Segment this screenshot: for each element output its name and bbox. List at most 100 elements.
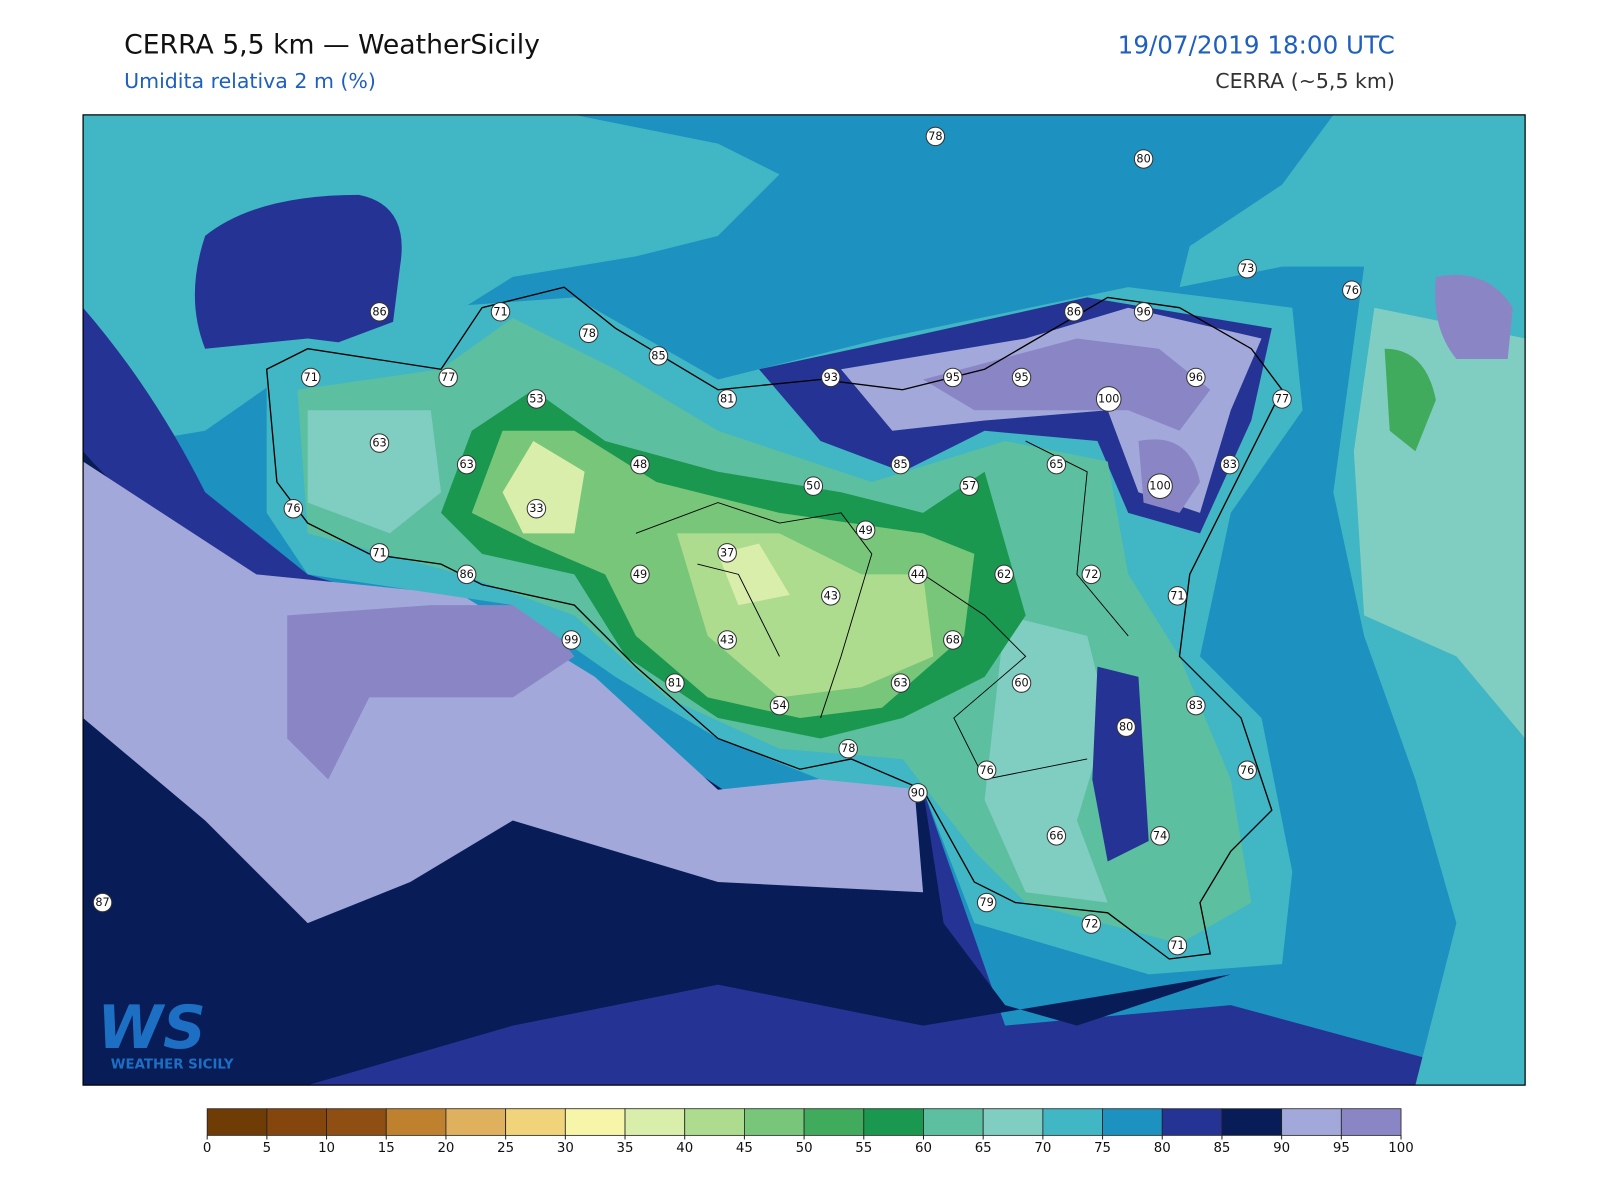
station: 100 xyxy=(1147,473,1173,499)
station: 76 xyxy=(976,760,997,780)
station-value: 95 xyxy=(946,371,960,384)
station-value: 80 xyxy=(1119,721,1133,734)
station: 80 xyxy=(1133,149,1154,169)
station: 63 xyxy=(456,454,477,475)
station-marker xyxy=(92,892,113,913)
colorbar-swatch xyxy=(743,1108,805,1136)
colorbar-tick-label: 45 xyxy=(736,1141,753,1156)
station-value: 77 xyxy=(1275,392,1289,405)
station: 48 xyxy=(630,454,650,475)
station-marker xyxy=(526,389,547,409)
station-marker xyxy=(1237,760,1257,780)
colorbar-tick-label: 100 xyxy=(1388,1141,1413,1156)
station-marker xyxy=(283,498,304,519)
station: 93 xyxy=(821,367,841,388)
station-marker xyxy=(630,564,650,585)
station-marker xyxy=(578,323,599,344)
station-marker xyxy=(369,302,390,322)
station: 86 xyxy=(1064,302,1084,322)
colorbar-tick-label: 25 xyxy=(497,1141,514,1156)
station-value: 62 xyxy=(997,568,1011,581)
map-frame xyxy=(82,114,1526,1086)
station: 78 xyxy=(925,126,946,147)
colorbar-swatch xyxy=(1281,1108,1342,1136)
station-value: 79 xyxy=(979,896,993,909)
station-value: 76 xyxy=(286,502,300,515)
station: 83 xyxy=(1219,454,1240,475)
station-value: 71 xyxy=(304,371,318,384)
station-marker xyxy=(908,564,928,585)
station-marker xyxy=(1011,367,1032,388)
station: 95 xyxy=(943,367,963,388)
station-marker xyxy=(630,454,650,475)
station: 77 xyxy=(438,367,458,388)
station-marker xyxy=(369,433,390,453)
station-value: 81 xyxy=(668,677,682,690)
colorbar-swatch xyxy=(982,1108,1044,1136)
station-value: 65 xyxy=(1049,458,1063,471)
colorbar-tick-label: 95 xyxy=(1333,1141,1350,1156)
colorbar-swatch xyxy=(1102,1108,1163,1136)
colorbar-tick-label: 50 xyxy=(796,1141,813,1156)
station-value: 33 xyxy=(529,502,543,515)
station-marker xyxy=(1095,386,1122,412)
station-marker xyxy=(943,630,963,650)
station-marker xyxy=(769,695,790,716)
station-value: 71 xyxy=(493,305,507,318)
colorbar-swatch xyxy=(266,1108,327,1136)
colorbar-tick-label: 30 xyxy=(557,1141,574,1156)
colorbar-tick-label: 5 xyxy=(263,1141,271,1156)
station-marker xyxy=(1081,564,1102,585)
station: 71 xyxy=(1167,935,1188,956)
station-marker xyxy=(456,564,477,585)
colorbar-swatch xyxy=(684,1108,745,1136)
station-value: 96 xyxy=(1136,305,1150,318)
station: 87 xyxy=(92,892,113,913)
station: 90 xyxy=(908,783,928,803)
station-marker xyxy=(994,564,1014,585)
datetime: 19/07/2019 18:00 UTC xyxy=(1118,30,1395,59)
colorbar-swatch xyxy=(206,1108,268,1136)
subtitle: Umidita relativa 2 m (%) xyxy=(124,69,376,93)
station-marker xyxy=(301,367,321,388)
station: 54 xyxy=(769,695,790,716)
station-value: 43 xyxy=(824,589,838,602)
station-value: 66 xyxy=(1049,829,1063,842)
station: 71 xyxy=(490,302,511,322)
station: 86 xyxy=(456,564,477,585)
colorbar-tick-label: 60 xyxy=(915,1141,932,1156)
station-value: 76 xyxy=(1240,764,1254,777)
station-marker xyxy=(1147,473,1173,499)
colorbar-tick-label: 85 xyxy=(1213,1141,1230,1156)
station-marker xyxy=(1046,454,1067,475)
logo: WS WEATHER SICILY xyxy=(97,994,233,1073)
logo-mark: WS xyxy=(97,994,205,1063)
station-marker xyxy=(908,783,928,803)
station-value: 72 xyxy=(1084,568,1098,581)
colorbar-tick-label: 65 xyxy=(975,1141,992,1156)
station: 78 xyxy=(578,323,599,344)
colorbar-swatch xyxy=(445,1108,507,1136)
station: 65 xyxy=(1046,454,1067,475)
station: 63 xyxy=(890,673,911,693)
station-marker xyxy=(1133,149,1154,169)
station-value: 81 xyxy=(720,392,734,405)
station: 33 xyxy=(526,498,547,519)
station-marker xyxy=(976,892,997,913)
station: 79 xyxy=(976,892,997,913)
station-marker xyxy=(890,454,911,475)
station-value: 77 xyxy=(441,371,455,384)
station-value: 73 xyxy=(1240,262,1254,275)
station-value: 71 xyxy=(372,546,386,559)
station-value: 44 xyxy=(911,568,925,581)
station-value: 50 xyxy=(806,480,820,493)
station-value: 86 xyxy=(1067,305,1081,318)
station: 80 xyxy=(1116,717,1136,737)
station-value: 93 xyxy=(824,371,838,384)
station: 71 xyxy=(1167,586,1188,606)
station: 96 xyxy=(1133,302,1154,322)
colorbar-tick-label: 70 xyxy=(1034,1141,1051,1156)
station: 66 xyxy=(1046,826,1067,846)
station-marker xyxy=(1342,280,1362,300)
colorbar-swatch xyxy=(923,1108,984,1136)
